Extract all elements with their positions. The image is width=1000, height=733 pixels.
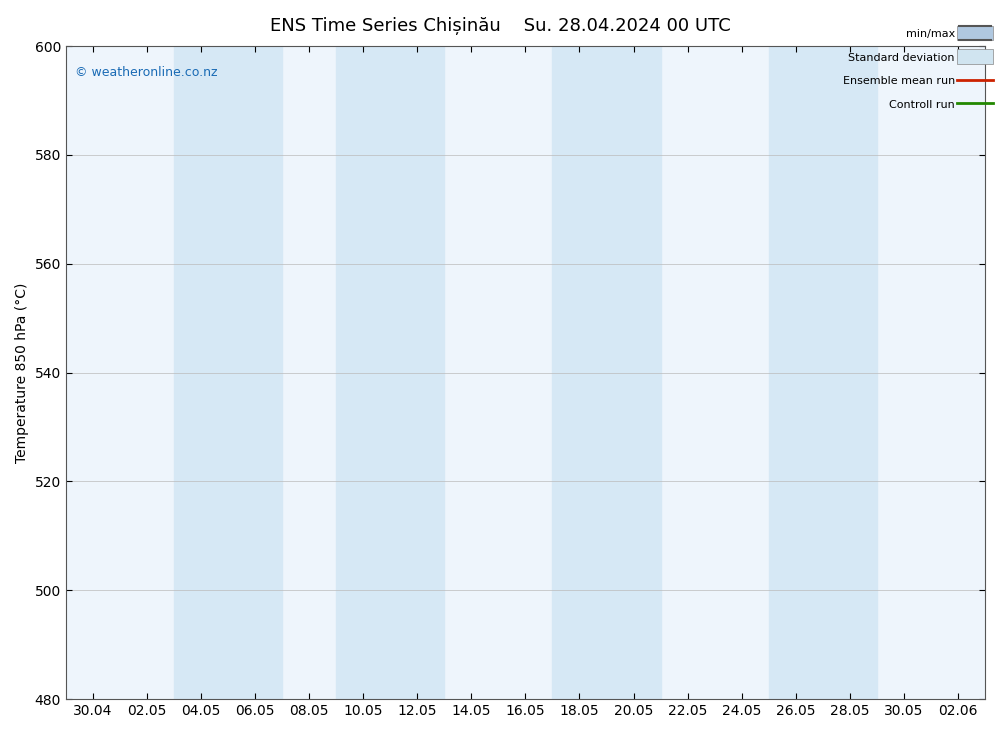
Text: Standard deviation: Standard deviation [848, 53, 955, 63]
Bar [174, 46, 282, 699]
Text: min/max: min/max [906, 29, 955, 40]
Text: © weatheronline.co.nz: © weatheronline.co.nz [75, 66, 217, 78]
Text: ENS Time Series Chișinău    Su. 28.04.2024 00 UTC: ENS Time Series Chișinău Su. 28.04.2024 … [270, 17, 730, 35]
Y-axis label: Temperature 850 hPa (°C): Temperature 850 hPa (°C) [15, 282, 29, 463]
Bar [336, 46, 444, 699]
Text: Ensemble mean run: Ensemble mean run [843, 76, 955, 86]
Text: Controll run: Controll run [889, 100, 955, 110]
Bar [552, 46, 661, 699]
Bar [769, 46, 877, 699]
